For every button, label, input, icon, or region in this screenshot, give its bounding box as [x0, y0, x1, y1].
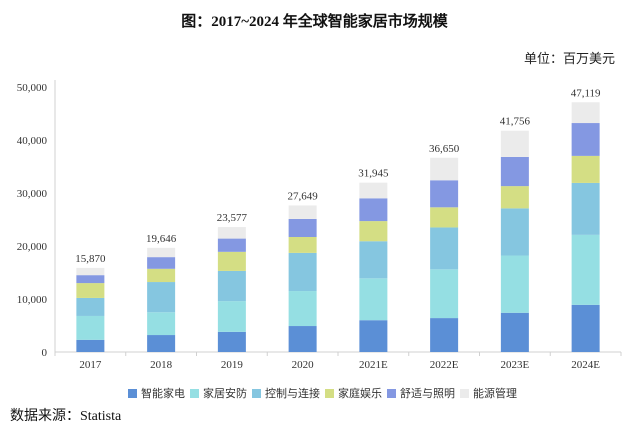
legend-label: 家居安防 — [203, 388, 247, 400]
y-tick-label: 50,000 — [17, 82, 48, 94]
bar-segment — [147, 282, 176, 313]
total-data-label: 23,577 — [217, 212, 248, 224]
bar-segment — [500, 312, 529, 352]
bar-segment — [217, 251, 246, 271]
legend: 智能家电 家居安防 控制与连接 家庭娱乐 舒适与照明 能源管理 — [128, 385, 522, 401]
legend-swatch — [325, 388, 334, 398]
data-source: 数据来源：Statista — [10, 409, 122, 424]
bars — [76, 102, 600, 352]
bar-segment — [500, 156, 529, 187]
total-data-label: 15,870 — [75, 253, 106, 265]
bar-segment — [288, 326, 317, 352]
bar-segment — [147, 335, 176, 352]
bar-segment — [430, 269, 459, 319]
bar-segment — [359, 320, 388, 352]
stacked-bar-chart: 0 10,000 20,000 30,000 40,000 50,000 2017 2018 2… — [17, 80, 622, 371]
bar-segment — [288, 218, 317, 237]
bar-segment — [288, 236, 317, 253]
total-data-label: 36,650 — [429, 143, 460, 155]
bar-segment — [430, 157, 459, 181]
bar-segment — [217, 227, 246, 239]
bar-segment — [76, 339, 105, 352]
chart-title: 图：2017~2024 年全球智能家居市场规模 — [181, 14, 448, 30]
total-data-label: 47,119 — [571, 87, 601, 99]
bar-segment — [76, 275, 105, 284]
legend-swatch — [128, 388, 137, 398]
bar-segment — [430, 180, 459, 208]
legend-item: 家居安防 — [190, 385, 247, 401]
total-data-label: 31,945 — [358, 168, 389, 180]
bar-segment — [500, 208, 529, 256]
bar-segment — [288, 205, 317, 219]
legend-label: 舒适与照明 — [400, 388, 455, 400]
legend-swatch — [252, 388, 261, 398]
y-tick-label: 10,000 — [17, 294, 48, 306]
bar-segment — [147, 247, 176, 258]
axes: 0 10,000 20,000 30,000 40,000 50,000 2017 2018 2… — [17, 80, 622, 371]
bar-segment — [288, 291, 317, 327]
legend-item: 控制与连接 — [252, 385, 320, 401]
bar-segment — [217, 331, 246, 352]
legend-item: 能源管理 — [460, 385, 517, 401]
bar-segment — [500, 186, 529, 209]
x-tick-label: 2021E — [359, 359, 388, 371]
x-tick-label: 2017 — [79, 359, 102, 371]
bar-segment — [571, 102, 600, 124]
y-tick-label: 20,000 — [17, 241, 48, 253]
bar-segment — [76, 297, 105, 316]
bar-segment — [217, 238, 246, 252]
bar-segment — [76, 283, 105, 298]
bar-segment — [217, 301, 246, 332]
legend-item: 舒适与照明 — [387, 385, 455, 401]
bar-segment — [500, 130, 529, 157]
legend-swatch — [190, 388, 199, 398]
bar-segment — [430, 227, 459, 270]
bar-segment — [571, 155, 600, 183]
legend-label: 智能家电 — [141, 388, 185, 400]
y-tick-label: 0 — [42, 347, 48, 359]
total-data-label: 19,646 — [146, 233, 177, 245]
bar-segment — [76, 315, 105, 340]
unit-label: 单位：百万美元 — [523, 51, 615, 66]
labels: 15,870 19,646 23,577 27,649 31,945 36,650 41,7… — [75, 87, 601, 265]
bar-segment — [430, 318, 459, 352]
bar-segment — [359, 198, 388, 222]
legend-label: 控制与连接 — [265, 388, 320, 400]
bar-segment — [359, 182, 388, 199]
bar-segment — [359, 241, 388, 279]
legend-label: 家庭娱乐 — [338, 388, 382, 400]
y-tick-label: 40,000 — [17, 135, 48, 147]
x-tick-label: 2019 — [221, 359, 244, 371]
bar-segment — [359, 221, 388, 242]
x-tick-label: 2018 — [150, 359, 173, 371]
bar-segment — [500, 255, 529, 313]
legend-item: 家庭娱乐 — [325, 385, 382, 401]
legend-swatch — [387, 388, 396, 398]
bar-segment — [147, 268, 176, 283]
x-tick-label: 2020 — [292, 359, 315, 371]
bar-segment — [571, 304, 600, 352]
total-data-label: 27,649 — [288, 190, 319, 202]
legend-swatch — [460, 388, 469, 398]
y-tick-label: 30,000 — [17, 188, 48, 200]
bar-segment — [359, 278, 388, 321]
x-tick-label: 2023E — [501, 359, 530, 371]
bar-segment — [288, 252, 317, 292]
legend-label: 能源管理 — [473, 388, 517, 400]
bar-segment — [430, 207, 459, 228]
total-data-label: 41,756 — [500, 116, 531, 128]
bar-segment — [571, 182, 600, 235]
bar-segment — [76, 267, 105, 276]
bar-segment — [147, 257, 176, 269]
bar-segment — [217, 270, 246, 302]
legend-item: 智能家电 — [128, 385, 185, 401]
bar-segment — [571, 123, 600, 156]
bar-segment — [571, 234, 600, 305]
x-tick-label: 2022E — [430, 359, 459, 371]
bar-segment — [147, 312, 176, 336]
x-tick-label: 2024E — [571, 359, 600, 371]
